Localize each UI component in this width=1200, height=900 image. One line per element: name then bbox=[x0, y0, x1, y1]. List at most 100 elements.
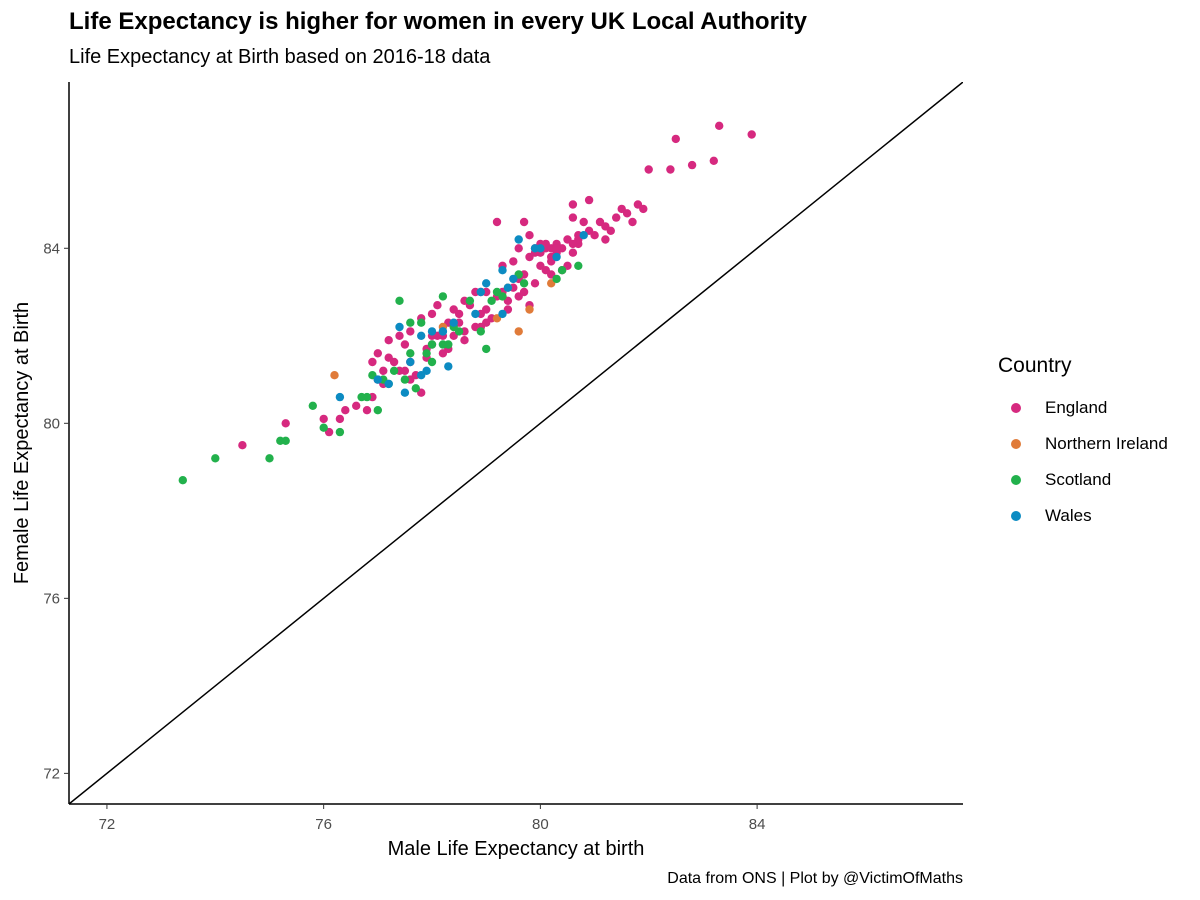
data-point-england bbox=[530, 279, 540, 288]
legend-items: England Northern Ireland Scotland Wales bbox=[998, 390, 1168, 534]
data-point-england bbox=[579, 217, 588, 227]
y-tick-label: 84 bbox=[43, 240, 60, 257]
data-point-england bbox=[601, 222, 610, 231]
x-tick-label: 80 bbox=[532, 816, 549, 833]
data-point-scotland bbox=[335, 427, 345, 437]
data-point-scotland bbox=[552, 274, 561, 284]
legend-item-scotland: Scotland bbox=[998, 462, 1168, 498]
x-tick-label: 76 bbox=[315, 816, 332, 833]
data-point-wales bbox=[406, 357, 415, 367]
legend-label: England bbox=[1045, 398, 1108, 417]
data-point-scotland bbox=[411, 384, 420, 393]
data-point-england bbox=[612, 213, 621, 222]
legend-key bbox=[998, 439, 1034, 449]
data-point-england bbox=[373, 349, 382, 358]
y-axis-title: Female Life Expectancy at Birth bbox=[11, 302, 33, 584]
data-point-wales bbox=[449, 318, 458, 327]
data-point-wales bbox=[335, 392, 345, 402]
data-point-england bbox=[514, 244, 523, 253]
data-point-scotland bbox=[362, 392, 372, 402]
legend-label: Wales bbox=[1045, 506, 1092, 525]
data-point-scotland bbox=[400, 375, 410, 384]
data-point-scotland bbox=[465, 296, 475, 305]
data-point-england bbox=[238, 441, 247, 450]
data-point-england bbox=[715, 121, 724, 130]
data-point-scotland bbox=[482, 344, 491, 354]
legend-key bbox=[998, 475, 1034, 485]
data-point-england bbox=[687, 160, 697, 170]
data-point-scotland bbox=[319, 423, 328, 432]
chart-caption: Data from ONS | Plot by @VictimOfMaths bbox=[667, 870, 963, 887]
data-point-england bbox=[384, 336, 393, 345]
y-tick-label: 76 bbox=[43, 590, 60, 607]
data-point-wales bbox=[536, 244, 545, 253]
data-point-scotland bbox=[417, 318, 426, 327]
data-point-england bbox=[379, 366, 388, 375]
data-point-wales bbox=[417, 331, 426, 340]
data-point-england bbox=[568, 248, 578, 257]
data-point-wales bbox=[482, 279, 491, 288]
data-point-england bbox=[384, 353, 393, 362]
data-point-scotland bbox=[373, 406, 382, 415]
legend-title: Country bbox=[998, 354, 1072, 377]
chart-subtitle: Life Expectancy at Birth based on 2016-1… bbox=[69, 46, 491, 68]
data-point-scotland bbox=[406, 349, 415, 358]
data-point-wales bbox=[579, 231, 588, 240]
data-point-england bbox=[395, 331, 404, 340]
equality-reference-line bbox=[69, 82, 963, 804]
x-tick-label: 72 bbox=[99, 816, 116, 833]
data-point-scotland bbox=[476, 327, 485, 336]
data-point-england bbox=[590, 231, 599, 240]
x-tick-label: 84 bbox=[749, 816, 766, 833]
data-point-wales bbox=[503, 283, 513, 292]
data-point-england bbox=[644, 165, 653, 174]
legend-dot-icon bbox=[1011, 475, 1021, 485]
data-point-wales bbox=[552, 252, 561, 262]
data-point-england bbox=[368, 357, 377, 367]
data-point-scotland bbox=[211, 454, 220, 463]
data-point-scotland bbox=[427, 340, 437, 349]
data-point-england bbox=[460, 336, 469, 345]
data-point-wales bbox=[427, 327, 437, 336]
data-point-england bbox=[747, 130, 756, 139]
data-point-england bbox=[427, 309, 437, 319]
data-point-england bbox=[352, 401, 361, 410]
data-point-northern-ireland bbox=[330, 371, 339, 380]
data-point-scotland bbox=[438, 292, 448, 301]
data-point-wales bbox=[514, 235, 523, 244]
data-point-scotland bbox=[281, 436, 290, 445]
legend-dot-icon bbox=[1011, 439, 1021, 449]
data-point-england bbox=[628, 217, 637, 227]
data-point-scotland bbox=[557, 266, 567, 275]
data-point-england bbox=[552, 244, 561, 253]
data-point-england bbox=[519, 217, 529, 227]
data-point-england bbox=[509, 257, 518, 266]
y-tick-label: 80 bbox=[43, 415, 60, 432]
data-point-england bbox=[319, 414, 328, 424]
data-point-wales bbox=[498, 266, 507, 275]
data-point-england bbox=[568, 200, 578, 209]
data-point-wales bbox=[509, 274, 518, 284]
data-point-scotland bbox=[308, 401, 317, 410]
data-point-scotland bbox=[395, 296, 404, 305]
data-point-wales bbox=[444, 362, 453, 371]
data-point-england bbox=[482, 305, 491, 314]
legend-item-wales: Wales bbox=[998, 498, 1168, 534]
legend-key bbox=[998, 403, 1034, 413]
data-point-wales bbox=[471, 309, 480, 319]
legend-item-northern-ireland: Northern Ireland bbox=[998, 426, 1168, 462]
legend-item-england: England bbox=[998, 390, 1168, 426]
data-point-england bbox=[335, 414, 345, 424]
data-point-england bbox=[400, 340, 410, 349]
data-point-wales bbox=[417, 371, 426, 380]
y-tick-label: 72 bbox=[43, 765, 60, 782]
data-point-scotland bbox=[574, 261, 583, 270]
data-point-northern-ireland bbox=[525, 305, 534, 314]
data-point-northern-ireland bbox=[514, 327, 523, 336]
data-point-england bbox=[281, 419, 290, 428]
x-axis-title: Male Life Expectancy at birth bbox=[388, 838, 645, 860]
data-point-england bbox=[525, 231, 534, 240]
data-point-wales bbox=[400, 388, 410, 397]
data-point-england bbox=[601, 235, 610, 244]
